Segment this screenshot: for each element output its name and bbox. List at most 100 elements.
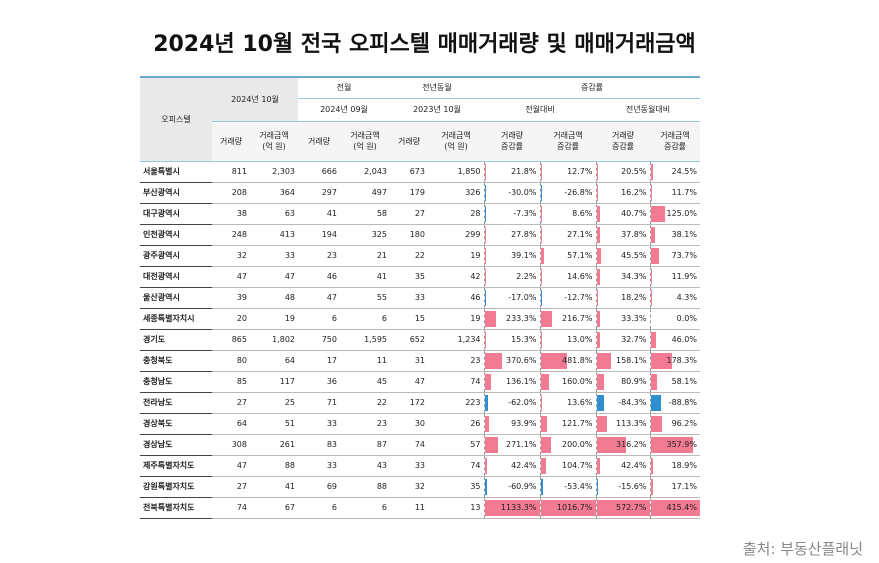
row: 전라남도 27 25 71 22 172 223 -62.0% 13.6% -84.3% -88.8… bbox=[140, 392, 700, 414]
count-cell: 23 bbox=[298, 245, 340, 267]
rate-cell: 24.5% bbox=[649, 161, 700, 183]
rate-label: 13.6% bbox=[567, 398, 593, 407]
rate-label: 38.1% bbox=[671, 230, 697, 239]
rate-label: 8.6% bbox=[572, 209, 593, 218]
rate-cell: 37.8% bbox=[595, 224, 650, 246]
rate-label: 21.8% bbox=[511, 167, 537, 176]
count-cell: 6 bbox=[298, 308, 340, 330]
column-header: 거래량 bbox=[212, 121, 250, 162]
rate-label: 271.1% bbox=[505, 440, 537, 449]
rate-cell: -15.6% bbox=[595, 476, 650, 498]
count-cell: 22 bbox=[340, 392, 390, 414]
region-cell: 서울특별시 bbox=[140, 161, 212, 183]
count-cell: 248 bbox=[212, 224, 250, 246]
rate-label: 14.6% bbox=[567, 272, 593, 281]
header-cell: 오피스텔 bbox=[140, 77, 212, 162]
rate-label: 316.2% bbox=[615, 440, 647, 449]
row: 광주광역시 32 33 23 21 22 19 39.1% 57.1% 45.5% 73.7% bbox=[140, 245, 700, 267]
count-cell: 11 bbox=[340, 350, 390, 372]
region-cell: 충청남도 bbox=[140, 371, 212, 393]
rate-cell: 17.1% bbox=[649, 476, 700, 498]
count-cell: 74 bbox=[428, 455, 484, 477]
data-bar bbox=[597, 352, 612, 369]
rate-label: 73.7% bbox=[671, 251, 697, 260]
count-cell: 47 bbox=[250, 266, 298, 288]
rate-cell: 13.0% bbox=[539, 329, 596, 351]
rate-label: 15.3% bbox=[511, 335, 537, 344]
rate-cell: 481.8% bbox=[539, 350, 596, 372]
data-bar bbox=[651, 415, 662, 432]
count-cell: 85 bbox=[212, 371, 250, 393]
data-bar bbox=[541, 436, 552, 453]
count-cell: 35 bbox=[428, 476, 484, 498]
count-cell: 11 bbox=[390, 497, 428, 519]
rate-label: -53.4% bbox=[564, 482, 593, 491]
region-cell: 세종특별자치시 bbox=[140, 308, 212, 330]
data-bar bbox=[541, 184, 543, 201]
data-bar bbox=[597, 310, 600, 327]
row: 울산광역시 39 48 47 55 33 46 -17.0% -12.7% 18.2% 4.3% bbox=[140, 287, 700, 309]
rate-cell: 125.0% bbox=[649, 203, 700, 225]
count-cell: 299 bbox=[428, 224, 484, 246]
rate-label: 0.0% bbox=[676, 314, 697, 323]
rate-cell: -62.0% bbox=[483, 392, 540, 414]
region-cell: 광주광역시 bbox=[140, 245, 212, 267]
title: 2024년 10월 전국 오피스텔 매매거래량 및 매매거래금액 bbox=[153, 32, 696, 57]
data-bar bbox=[541, 289, 543, 306]
rate-label: 1016.7% bbox=[556, 503, 593, 512]
rate-label: 158.1% bbox=[615, 356, 647, 365]
data-bar bbox=[651, 163, 654, 180]
count-cell: 80 bbox=[212, 350, 250, 372]
rate-cell: 32.7% bbox=[595, 329, 650, 351]
count-cell: 41 bbox=[250, 476, 298, 498]
rate-cell: 38.1% bbox=[649, 224, 700, 246]
rate-cell: 11.9% bbox=[649, 266, 700, 288]
rate-cell: 21.8% bbox=[483, 161, 540, 183]
header-cell: 전월대비 bbox=[484, 98, 596, 122]
count-cell: 74 bbox=[390, 434, 428, 456]
data-bar bbox=[485, 205, 487, 222]
region-cell: 인천광역시 bbox=[140, 224, 212, 246]
count-cell: 63 bbox=[250, 203, 298, 225]
region-cell: 전라남도 bbox=[140, 392, 212, 414]
rate-cell: 33.3% bbox=[595, 308, 650, 330]
data-bar bbox=[541, 268, 542, 285]
data-bar bbox=[597, 331, 600, 348]
header-cell: 2024년 10월 bbox=[212, 77, 298, 122]
data-bar bbox=[485, 331, 486, 348]
data-bar bbox=[541, 331, 542, 348]
rate-cell: 96.2% bbox=[649, 413, 700, 435]
rate-label: 27.8% bbox=[511, 230, 537, 239]
data-bar bbox=[651, 247, 660, 264]
count-cell: 15 bbox=[390, 308, 428, 330]
rate-label: 32.7% bbox=[621, 335, 647, 344]
data-bar bbox=[485, 394, 488, 411]
rate-cell: 200.0% bbox=[539, 434, 596, 456]
data-bar bbox=[597, 163, 599, 180]
data-bar bbox=[651, 331, 656, 348]
rate-cell: 39.1% bbox=[483, 245, 540, 267]
count-cell: 64 bbox=[212, 413, 250, 435]
rate-cell: 2.2% bbox=[483, 266, 540, 288]
count-cell: 47 bbox=[212, 266, 250, 288]
data-bar bbox=[597, 289, 599, 306]
rate-cell: -30.0% bbox=[483, 182, 540, 204]
count-cell: 308 bbox=[212, 434, 250, 456]
row: 서울특별시 811 2,303 666 2,043 673 1,850 21.8% 12.7% 2… bbox=[140, 161, 700, 183]
data-bar bbox=[541, 415, 548, 432]
count-cell: 652 bbox=[390, 329, 428, 351]
rate-cell: 57.1% bbox=[539, 245, 596, 267]
count-cell: 36 bbox=[298, 371, 340, 393]
count-cell: 19 bbox=[250, 308, 298, 330]
count-cell: 27 bbox=[390, 203, 428, 225]
count-cell: 55 bbox=[340, 287, 390, 309]
data-bar bbox=[485, 247, 487, 264]
data-bar bbox=[597, 499, 650, 516]
count-cell: 1,850 bbox=[428, 161, 484, 183]
count-cell: 51 bbox=[250, 413, 298, 435]
rate-label: -15.6% bbox=[618, 482, 647, 491]
count-cell: 673 bbox=[390, 161, 428, 183]
rate-cell: 20.5% bbox=[595, 161, 650, 183]
rate-label: -30.0% bbox=[508, 188, 537, 197]
